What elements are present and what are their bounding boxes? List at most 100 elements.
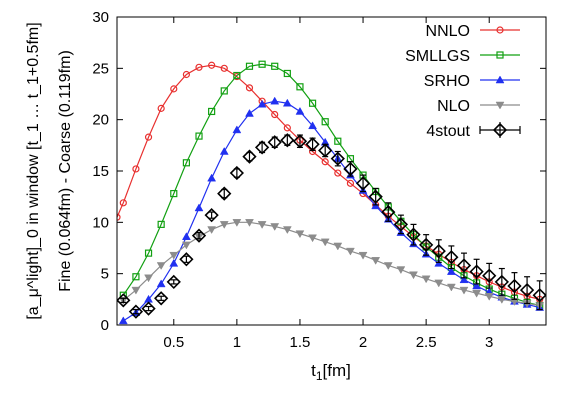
srho-point [257,99,267,108]
nnlo-point [132,165,140,173]
legend-label-smllgs: SMLLGS [405,48,470,65]
nlo-point [345,247,355,256]
smllgs-point [157,220,165,228]
nnlo-point [346,179,355,187]
nlo-point [484,293,494,301]
x-tick-label: 2 [359,334,367,351]
nlo-point [472,289,482,298]
4stout-point [381,204,396,220]
srho-point [282,98,292,107]
nlo-point [169,251,179,260]
legend-marker-srho [495,75,505,84]
4stout-point [229,165,244,181]
4stout-point [507,278,522,294]
nnlo-point [245,84,254,92]
4stout-point [406,227,421,242]
nlo-point [446,283,456,292]
legend-marker-nnlo [496,26,504,34]
nnlo-point [119,199,127,207]
nlo-point [308,234,318,243]
nlo-point [371,257,381,265]
legend-label-nnlo: NNLO [426,23,470,40]
x-axis-label-unit: [fm] [323,361,351,380]
nnlo-point [170,85,178,93]
4stout-point [117,293,131,308]
nnlo-point [271,110,279,119]
legend-label-srho: SRHO [424,73,470,90]
smllgs-point [334,137,342,145]
nnlo-line [117,64,540,300]
4stout-point [355,176,371,191]
4stout-point [519,282,535,298]
y-tick-label: 15 [92,163,109,180]
4stout-point [482,268,497,283]
4stout-point [217,186,232,201]
smllgs-point [144,249,153,257]
smllgs-point [258,60,266,68]
nlo-point [181,241,191,250]
nnlo-point [334,169,342,177]
4stout-point [431,243,446,259]
y-tick-label: 25 [92,60,109,77]
x-tick-label: 3 [485,334,493,351]
nlo-point [434,279,444,288]
y-tick-label: 30 [92,9,109,26]
smllgs-point [132,273,140,281]
y-tick-label: 10 [92,214,109,231]
legend-label-4stout: 4stout [426,123,470,140]
x-axis-label: t1[fm] [311,361,351,383]
nlo-point [282,226,292,235]
series-4stout [117,133,546,319]
legend-marker-nlo [495,101,505,110]
smllgs-point [182,159,190,167]
4stout-point [444,250,459,265]
y-axis-label-line2: Fine (0.064fm) - Coarse (0.119fm) [57,50,74,292]
4stout-point [267,135,282,150]
nnlo-point [220,64,228,72]
nnlo-point [117,213,121,221]
nlo-point [207,226,217,235]
x-tick-label: 0.5 [163,334,184,351]
nlo-point [333,242,343,251]
nnlo-point [144,133,153,141]
srho-point [459,275,469,284]
smllgs-point [220,87,228,95]
srho-point [472,281,482,290]
srho-point [308,121,318,130]
series-layer [117,60,546,325]
y-axis-label: [a_μ^light]_0 in window [t_1 … t_1+0.5fm… [25,22,42,319]
smllgs-point [308,99,317,107]
nlo-point [409,271,418,280]
4stout-point [494,274,509,290]
nlo-point [358,251,368,260]
y-axis-label-2: Fine (0.064fm) - Coarse (0.119fm) [57,50,74,292]
nlo-point [144,274,153,283]
smllgs-point [170,189,178,198]
nlo-line [122,221,540,307]
nlo-point [245,219,254,227]
series-NLO [118,219,545,310]
srho-point [219,146,229,155]
x-tick-label: 2.5 [416,334,437,351]
nlo-point [421,275,431,284]
smllgs-point [245,62,254,70]
nnlo-point [321,158,329,166]
nlo-point [156,262,166,270]
nnlo-point [208,61,216,69]
smllgs-point [195,132,203,140]
smllgs-point [321,118,329,126]
4stout-point [532,288,546,303]
4stout-point [204,208,219,223]
smllgs-line [122,63,540,307]
4stout-point [469,264,484,279]
4stout-point [128,304,144,319]
series-SMLLGS [119,60,544,310]
y-axis-label-line1: [a_μ^light]_0 in window [t_1 … t_1+0.5fm… [25,22,42,319]
x-tick-label: 1 [233,334,241,351]
4stout-point [318,143,333,158]
nlo-point [131,286,141,295]
srho-point [118,316,128,325]
x-axis-label-sub: 1 [316,369,323,383]
smllgs-point [271,62,279,70]
